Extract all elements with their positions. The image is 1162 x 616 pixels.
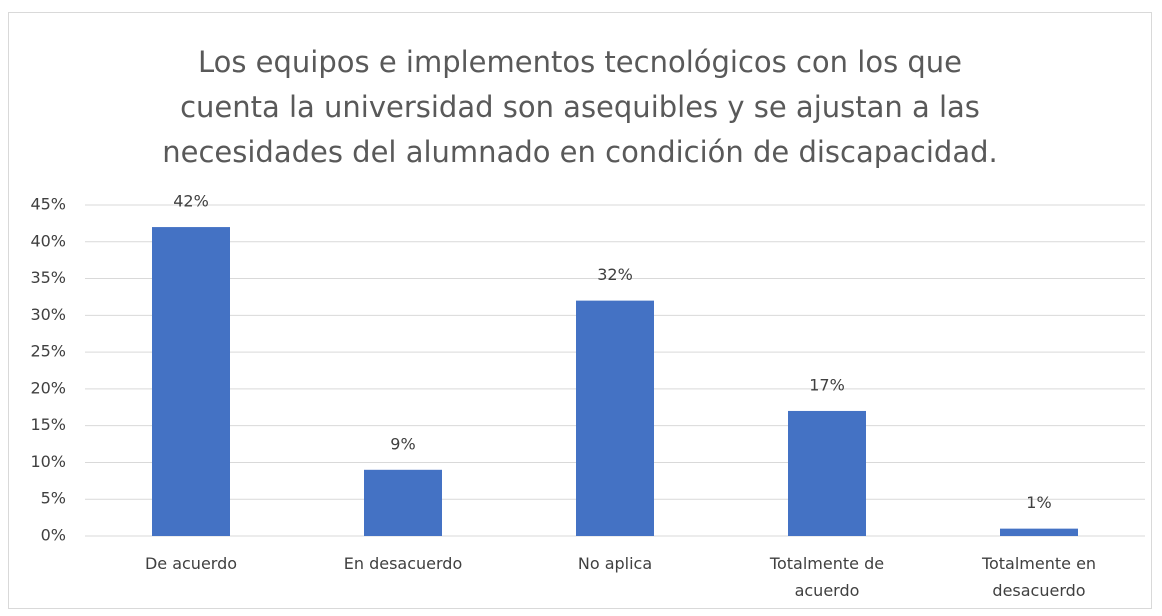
y-tick-label: 40% (30, 231, 66, 250)
x-tick-label: Totalmente de acuerdo (769, 554, 885, 600)
x-tick-label: No aplica (577, 554, 653, 573)
bar (576, 300, 654, 536)
y-tick-label: 5% (41, 489, 66, 508)
data-label: 42% (173, 192, 209, 211)
y-tick-label: 30% (30, 305, 66, 324)
data-label: 32% (597, 265, 633, 284)
y-tick-label: 25% (30, 342, 66, 361)
data-label: 17% (809, 375, 845, 394)
bar (1000, 528, 1078, 536)
y-tick-label: 35% (30, 268, 66, 287)
bar (364, 469, 442, 536)
bar (788, 410, 866, 536)
chart-frame (8, 12, 1152, 609)
y-tick-label: 15% (30, 415, 66, 434)
x-tick-label: De acuerdo (144, 554, 238, 573)
y-tick-label: 10% (30, 452, 66, 471)
y-tick-label: 0% (41, 526, 66, 545)
bar (152, 227, 230, 537)
chart-title: Los equipos e implementos tecnológicos c… (162, 45, 998, 169)
x-tick-label: En desacuerdo (343, 554, 463, 573)
x-tick-label: Totalmente en desacuerdo (981, 554, 1097, 600)
y-tick-label: 20% (30, 378, 66, 397)
y-tick-label: 45% (30, 195, 66, 214)
data-label: 1% (1026, 493, 1051, 512)
data-label: 9% (390, 434, 415, 453)
